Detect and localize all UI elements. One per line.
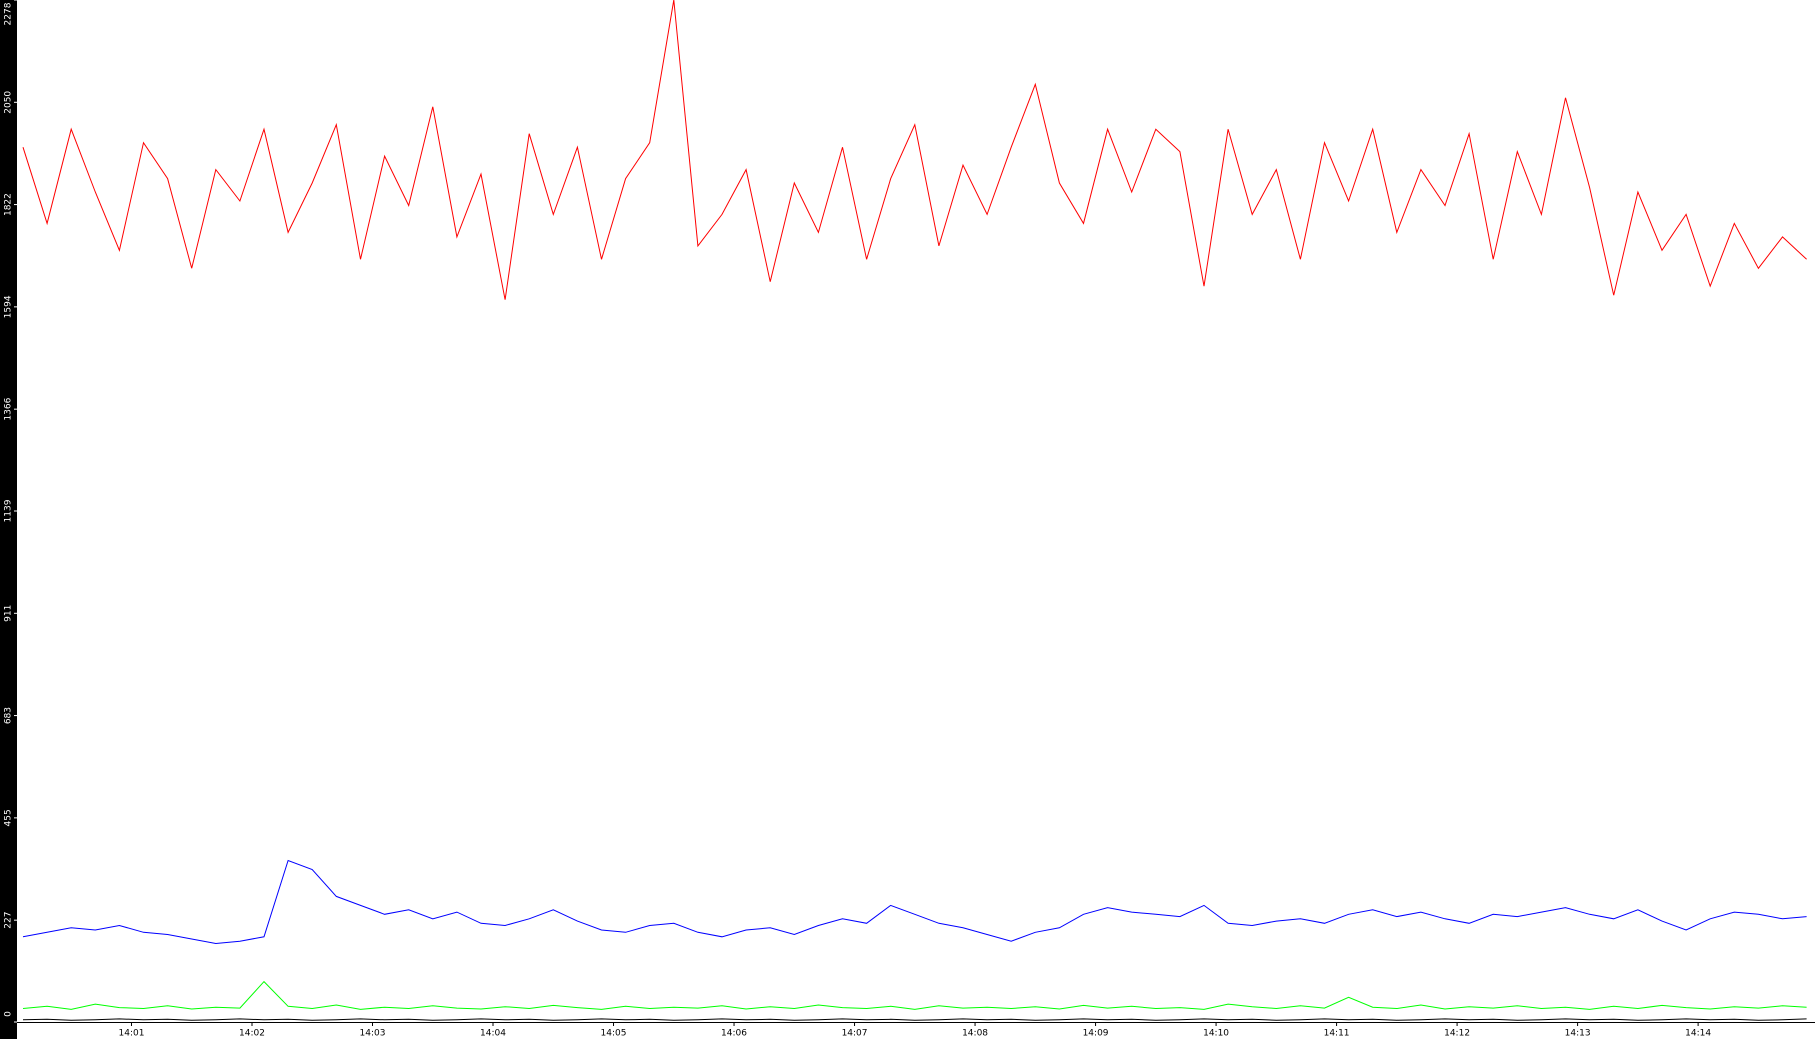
y-tick-label: 1594 [4, 295, 14, 318]
x-tick-label: 14:01 [119, 1029, 145, 1039]
x-tick-label: 14:05 [601, 1029, 627, 1039]
x-tick-label: 14:03 [360, 1029, 386, 1039]
x-tick-label: 14:13 [1565, 1029, 1591, 1039]
series-line [22, 0, 1807, 300]
x-tick-label: 14:14 [1685, 1029, 1711, 1039]
x-tick-label: 14:11 [1324, 1029, 1350, 1039]
y-tick-label: 0 [4, 1011, 14, 1017]
series-line [22, 859, 1807, 945]
series-line [22, 980, 1807, 1010]
x-tick-label: 14:02 [239, 1029, 265, 1039]
x-tick-label: 14:09 [1083, 1029, 1109, 1039]
y-tick-label: 227 [4, 912, 14, 929]
x-tick-label: 14:12 [1444, 1029, 1470, 1039]
y-tick-label: 1366 [4, 397, 14, 420]
x-tick-label: 14:07 [842, 1029, 868, 1039]
y-tick-label: 455 [4, 809, 14, 826]
y-tick-label: 2050 [4, 91, 14, 114]
x-tick-label: 14:08 [962, 1029, 988, 1039]
y-tick-label: 2278 [4, 2, 14, 25]
y-tick-label: 1822 [4, 193, 14, 216]
y-axis-strip [0, 0, 17, 1039]
x-tick-label: 14:10 [1203, 1029, 1229, 1039]
y-tick-label: 911 [4, 605, 14, 622]
x-tick-label: 14:04 [480, 1029, 506, 1039]
series-line [22, 1018, 1807, 1021]
x-tick-label: 14:06 [721, 1029, 747, 1039]
y-tick-label: 1139 [4, 499, 14, 522]
y-tick-label: 683 [4, 707, 14, 724]
